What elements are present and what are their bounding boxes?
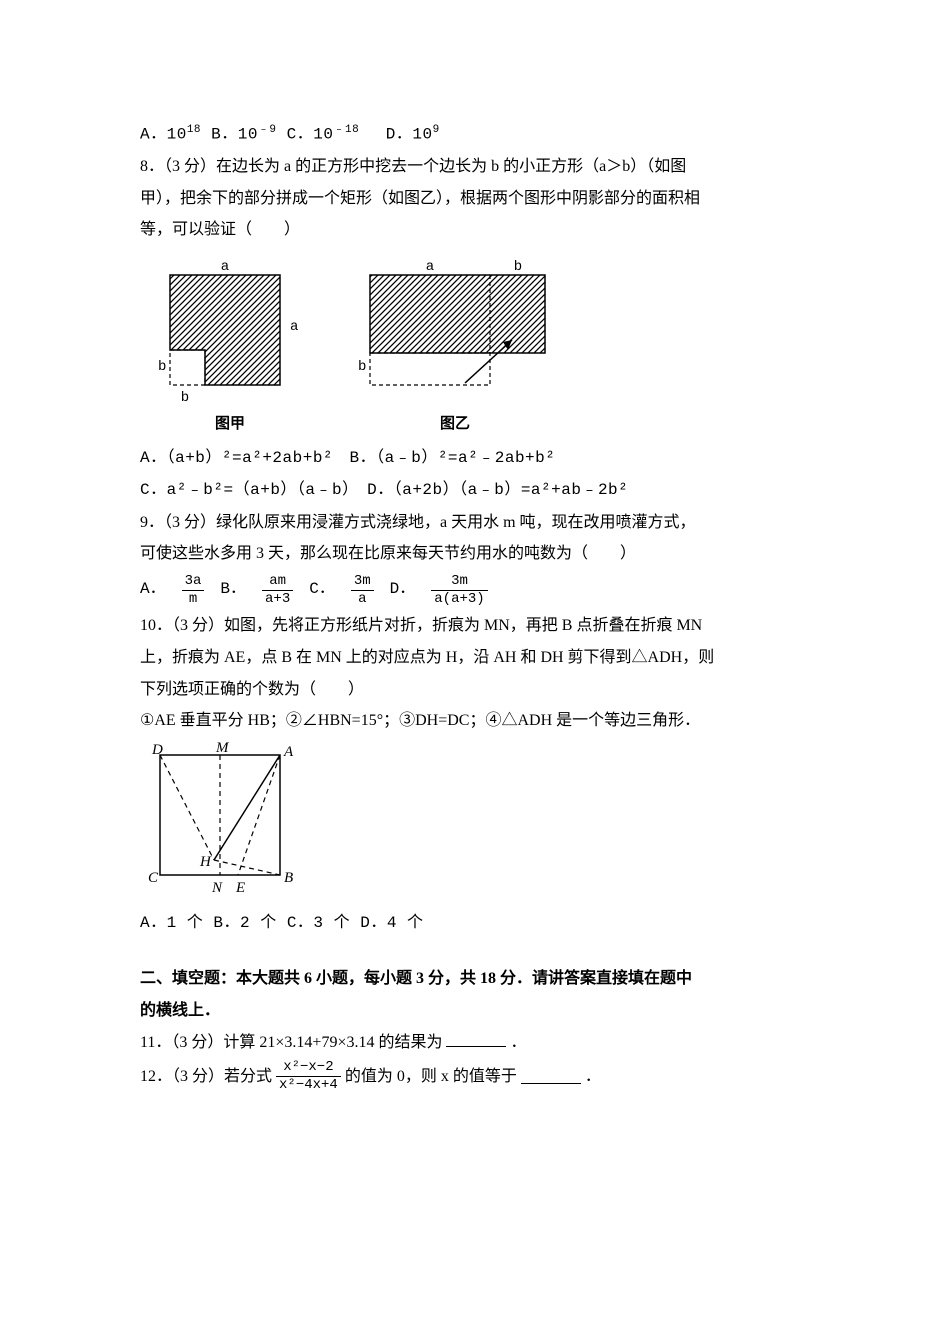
svg-text:B: B	[284, 870, 293, 886]
q8-fig2-a-top: a	[426, 259, 434, 275]
svg-text:D: D	[151, 742, 163, 758]
q7-options: A．1018 B．10﹣9 C．10﹣18 D．109	[140, 120, 805, 150]
q7-opt-A-text: A．10	[140, 125, 187, 143]
q7-opt-A-sup: 18	[187, 124, 201, 136]
q8-caption-jia: 图甲	[140, 411, 320, 439]
q12-num: x²−x−2	[276, 1059, 341, 1077]
section2-title-line1: 二、填空题：本大题共 6 小题，每小题 3 分，共 18 分．请讲答案直接填在题…	[140, 964, 805, 994]
svg-text:C: C	[148, 870, 159, 886]
section2-title-line2: 的横线上．	[140, 996, 805, 1026]
q7-opt-B-text: B．10	[211, 125, 258, 143]
q9-stem-line1: 9．（3 分）绿化队原来用浸灌方式浇绿地，a 天用水 m 吨，现在改用喷灌方式，	[140, 508, 805, 538]
q9-opt-C-frac: 3ma	[351, 573, 374, 608]
q9-opt-A-frac: 3am	[182, 573, 205, 608]
q8-fig1-b-left: b	[158, 359, 166, 375]
q8-options-row2: C．a²﹣b²=（a+b）（a﹣b） D．（a+2b）（a﹣b）=a²+ab﹣2…	[140, 476, 805, 506]
q8-stem-line2: 甲），把余下的部分拼成一个矩形（如图乙），根据两个图形中阴影部分的面积相	[140, 184, 805, 214]
q8-fig2-b-top: b	[514, 259, 522, 275]
svg-text:M: M	[215, 740, 230, 756]
q7-opt-D-sup: 9	[433, 124, 440, 136]
q8-fig1-a-right: a	[290, 319, 298, 335]
q11-blank	[446, 1031, 506, 1047]
q11-text: 11．（3 分）计算 21×3.14+79×3.14 的结果为	[140, 1034, 442, 1051]
q10-statements: ①AE 垂直平分 HB；②∠HBN=15°；③DH=DC；④△ADH 是一个等边…	[140, 706, 805, 736]
q8-figure-yi: a b b	[350, 255, 570, 405]
q9-options: A． 3am B． ama+3 C． 3ma D． 3ma(a+3)	[140, 573, 805, 608]
q10-stem-line1: 10．（3 分）如图，先将正方形纸片对折，折痕为 MN，再把 B 点折叠在折痕 …	[140, 611, 805, 641]
q12-mid: 的值为 0，则 x 的值等于	[345, 1062, 517, 1092]
q7-opt-C-text: C．10	[287, 125, 334, 143]
q10-figure: D M A C H N E B	[140, 740, 310, 905]
svg-text:N: N	[211, 880, 223, 896]
q8-fig1-b-bottom: b	[181, 390, 189, 405]
q12-blank	[521, 1068, 581, 1084]
svg-text:H: H	[199, 854, 212, 870]
svg-text:A: A	[283, 744, 294, 760]
q12-den: x²−4x+4	[276, 1077, 341, 1094]
q10-options: A．1 个 B．2 个 C．3 个 D．4 个	[140, 909, 805, 939]
q8-stem-line3: 等，可以验证（ ）	[140, 215, 805, 245]
q8-figure-jia: a a b b	[140, 255, 320, 405]
q12-fraction: x²−x−2 x²−4x+4	[276, 1059, 341, 1094]
q11: 11．（3 分）计算 21×3.14+79×3.14 的结果为 ．	[140, 1028, 805, 1058]
q9-opt-B-frac: ama+3	[262, 573, 293, 608]
q8-fig2-b-left: b	[358, 359, 366, 375]
q8-diagram-row: a a b b a b b	[140, 255, 805, 405]
q7-opt-B-sup: ﹣9	[258, 124, 277, 136]
q9-opt-D-frac: 3ma(a+3)	[431, 573, 487, 608]
q9-opt-B-label: B．	[220, 575, 246, 605]
q10-stem-line3: 下列选项正确的个数为（ ）	[140, 675, 805, 705]
q9-opt-A-label: A．	[140, 575, 166, 605]
q8-caption-row: 图甲 图乙	[140, 411, 805, 439]
q12-tail: ．	[585, 1062, 601, 1092]
svg-text:E: E	[235, 880, 245, 896]
q7-opt-C-sup: ﹣18	[333, 124, 359, 136]
q8-caption-yi: 图乙	[350, 411, 560, 439]
q9-opt-D-label: D．	[390, 575, 416, 605]
q11-tail: ．	[510, 1034, 526, 1051]
q9-opt-C-label: C．	[309, 575, 335, 605]
q8-options-row1: A．（a+b）²=a²+2ab+b² B．（a﹣b）²=a²﹣2ab+b²	[140, 444, 805, 474]
q7-opt-D-text: D．10	[369, 125, 432, 143]
q8-fig1-a-top: a	[221, 259, 229, 275]
q12-pre: 12．（3 分）若分式	[140, 1062, 272, 1092]
q9-stem-line2: 可使这些水多用 3 天，那么现在比原来每天节约用水的吨数为（ ）	[140, 539, 805, 569]
q10-stem-line2: 上，折痕为 AE，点 B 在 MN 上的对应点为 H，沿 AH 和 DH 剪下得…	[140, 643, 805, 673]
q8-stem-line1: 8．（3 分）在边长为 a 的正方形中挖去一个边长为 b 的小正方形（a＞b）（…	[140, 152, 805, 182]
q12: 12．（3 分）若分式 x²−x−2 x²−4x+4 的值为 0，则 x 的值等…	[140, 1059, 805, 1094]
